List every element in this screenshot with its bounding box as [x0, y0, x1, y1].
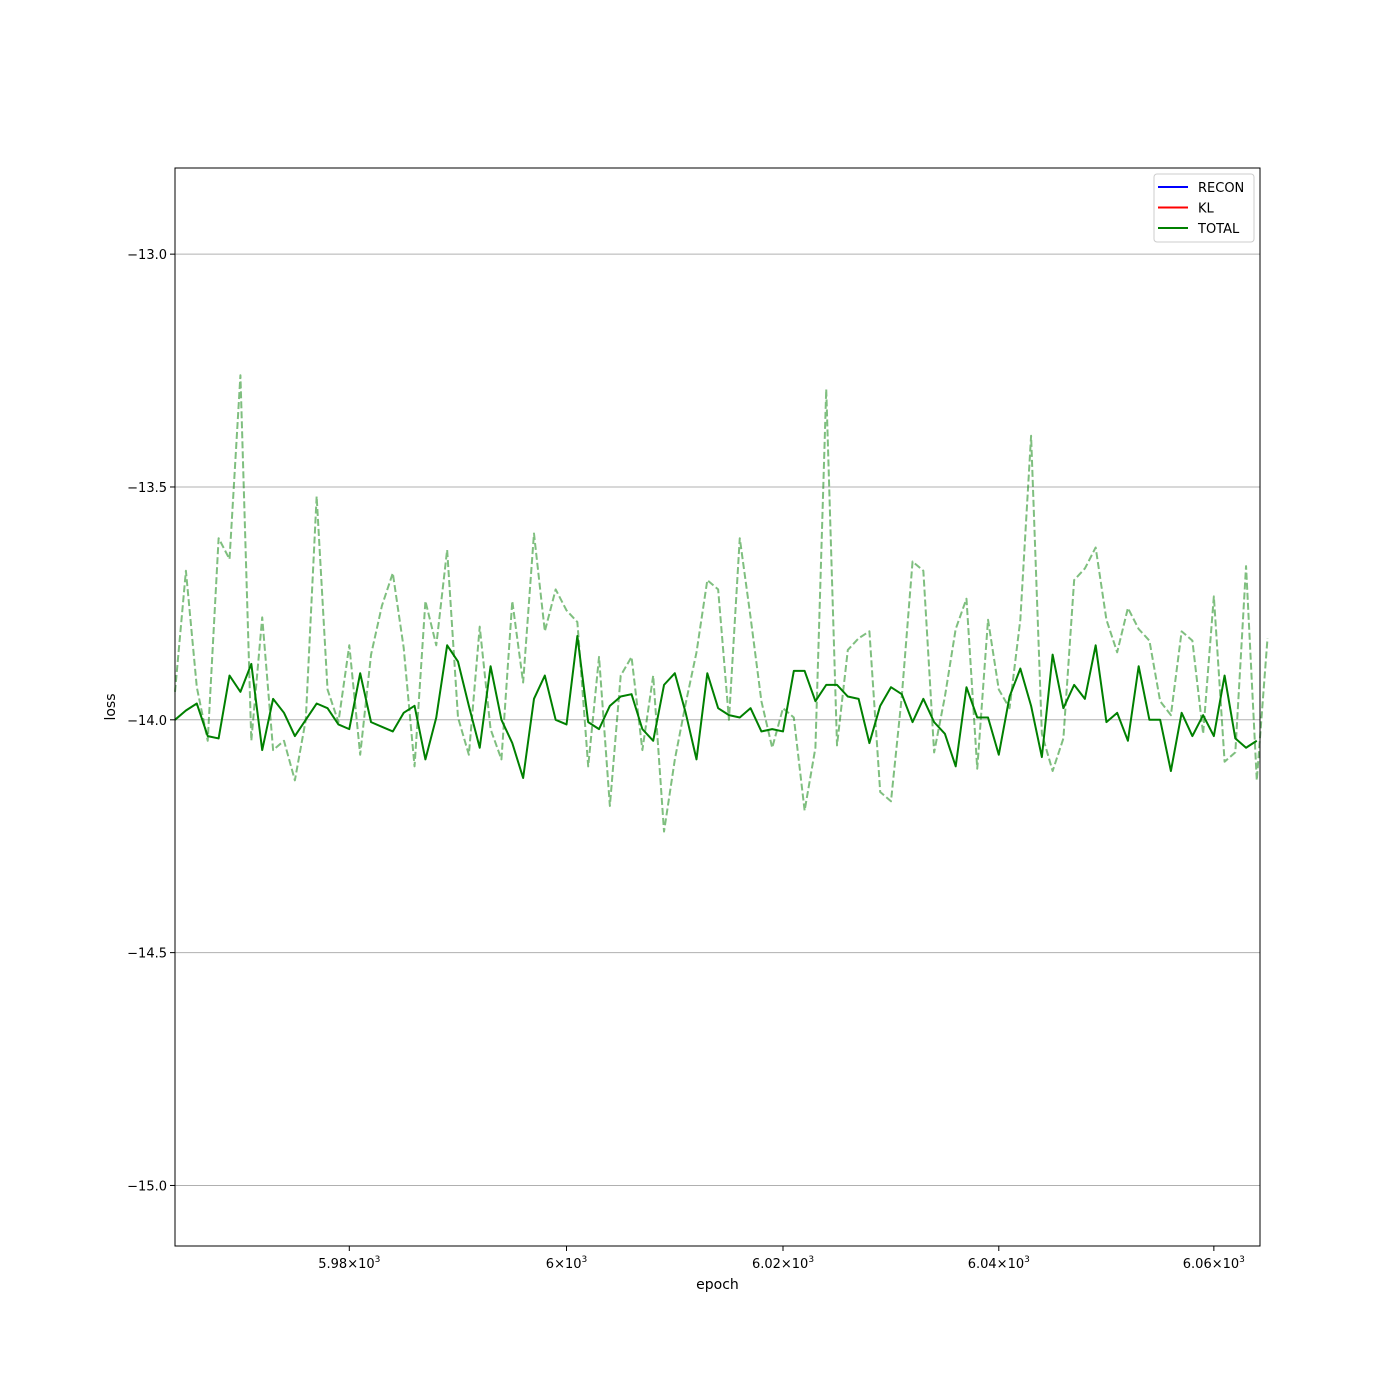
- x-tick-exponent: 3: [1239, 1255, 1245, 1265]
- x-tick-times: ×10: [997, 1257, 1024, 1272]
- x-tick-mantissa: 6.02: [752, 1257, 781, 1272]
- legend-label: TOTAL: [1197, 222, 1240, 237]
- y-tick-label: −13.5: [127, 481, 167, 496]
- legend-box: [1153, 173, 1255, 243]
- legend-label: RECON: [1198, 181, 1244, 196]
- x-tick-mantissa: 6.04: [968, 1257, 997, 1272]
- legend-label: KL: [1198, 202, 1215, 217]
- x-tick-exponent: 3: [808, 1255, 814, 1265]
- y-tick-label: −14.0: [127, 714, 167, 729]
- y-gridlines: [175, 253, 1260, 1186]
- x-tick-times: ×10: [347, 1257, 374, 1272]
- x-tick-label: 6×103: [546, 1255, 587, 1272]
- y-axis-label: loss: [103, 693, 119, 720]
- x-tick-mantissa: 6.06: [1183, 1257, 1212, 1272]
- x-tick-label: 6.04×103: [968, 1255, 1030, 1272]
- y-tick-label: −13.0: [127, 248, 167, 263]
- series-line-total: [174, 634, 1258, 780]
- x-tick-exponent: 3: [375, 1255, 381, 1265]
- x-tick-exponent: 3: [582, 1255, 588, 1265]
- x-axis-ticks: 5.98×103 6×103 6.02×103 6.04×103 6.06×103: [318, 1246, 1245, 1272]
- x-tick-times: ×10: [781, 1257, 808, 1272]
- x-tick-times: ×10: [554, 1257, 581, 1272]
- series-line-total-raw: [174, 374, 1269, 833]
- plot-frame: [174, 167, 1261, 1247]
- x-tick-label: 6.02×103: [752, 1255, 814, 1272]
- x-tick-label: 5.98×103: [318, 1255, 380, 1272]
- x-tick-mantissa: 6: [546, 1257, 554, 1272]
- series-lines: [174, 374, 1269, 833]
- x-tick-mantissa: 5.98: [318, 1257, 347, 1272]
- x-tick-exponent: 3: [1024, 1255, 1030, 1265]
- legend: RECON KL TOTAL: [1153, 173, 1255, 243]
- y-axis-ticks: −13.0 −13.5 −14.0 −14.5 −15.0: [127, 248, 175, 1194]
- x-axis-label: epoch: [696, 1277, 739, 1293]
- x-tick-times: ×10: [1212, 1257, 1239, 1272]
- y-tick-label: −15.0: [127, 1179, 167, 1194]
- x-tick-label: 6.06×103: [1183, 1255, 1245, 1272]
- y-tick-label: −14.5: [127, 947, 167, 962]
